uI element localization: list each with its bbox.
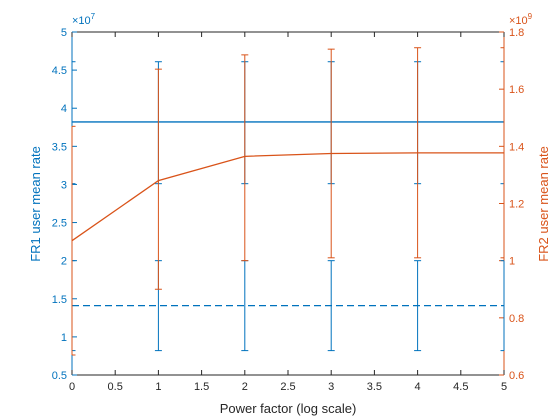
- right-tick-label: 1: [509, 256, 515, 268]
- left-tick-label: 0.5: [52, 370, 67, 382]
- right-tick-label: 1.8: [509, 27, 524, 39]
- x-tick-label: 3: [328, 381, 334, 393]
- x-tick-label: 0.5: [108, 381, 123, 393]
- x-tick-label: 2: [242, 381, 248, 393]
- x-tick-label: 4.5: [453, 381, 468, 393]
- left-tick-label: 3: [61, 179, 67, 191]
- right-tick-label: 0.6: [509, 370, 524, 382]
- x-tick-label: 1: [155, 381, 161, 393]
- x-tick-label: 5: [501, 381, 507, 393]
- left-tick-label: 2: [61, 256, 67, 268]
- left-tick-label: 5: [61, 27, 67, 39]
- series-line-3: [71, 152, 504, 242]
- x-tick-label: 4: [415, 381, 421, 393]
- left-tick-label: 4.5: [52, 65, 67, 77]
- x-tick-label: 1.5: [194, 381, 209, 393]
- right-tick-label: 0.8: [509, 313, 524, 325]
- series-layer: [71, 47, 505, 356]
- right-tick-label: 1.2: [509, 199, 524, 211]
- right-y-axis-label: FR2 user mean rate: [536, 146, 551, 262]
- x-axis-label: Power factor (log scale): [220, 401, 357, 416]
- left-tick-label: 4: [61, 103, 67, 115]
- x-tick-label: 0: [69, 381, 75, 393]
- axes: 0 0.5 1 1.5 2 2.5 3 3.5 4 4.5 50.511.522.533.544.5…: [52, 27, 525, 393]
- left-tick-label: 3.5: [52, 141, 67, 153]
- left-tick-label: 1: [61, 332, 67, 344]
- right-tick-label: 1.4: [509, 141, 524, 153]
- left-tick-label: 2.5: [52, 218, 67, 230]
- right-tick-label: 1.6: [509, 84, 524, 96]
- left-tick-label: 1.5: [52, 294, 67, 306]
- x-tick-label: 3.5: [367, 381, 382, 393]
- right-axis-exponent: ×109: [509, 12, 533, 27]
- x-tick-label: 2.5: [280, 381, 295, 393]
- left-y-axis-label: FR1 user mean rate: [28, 146, 43, 262]
- left-axis-exponent: ×107: [72, 12, 96, 27]
